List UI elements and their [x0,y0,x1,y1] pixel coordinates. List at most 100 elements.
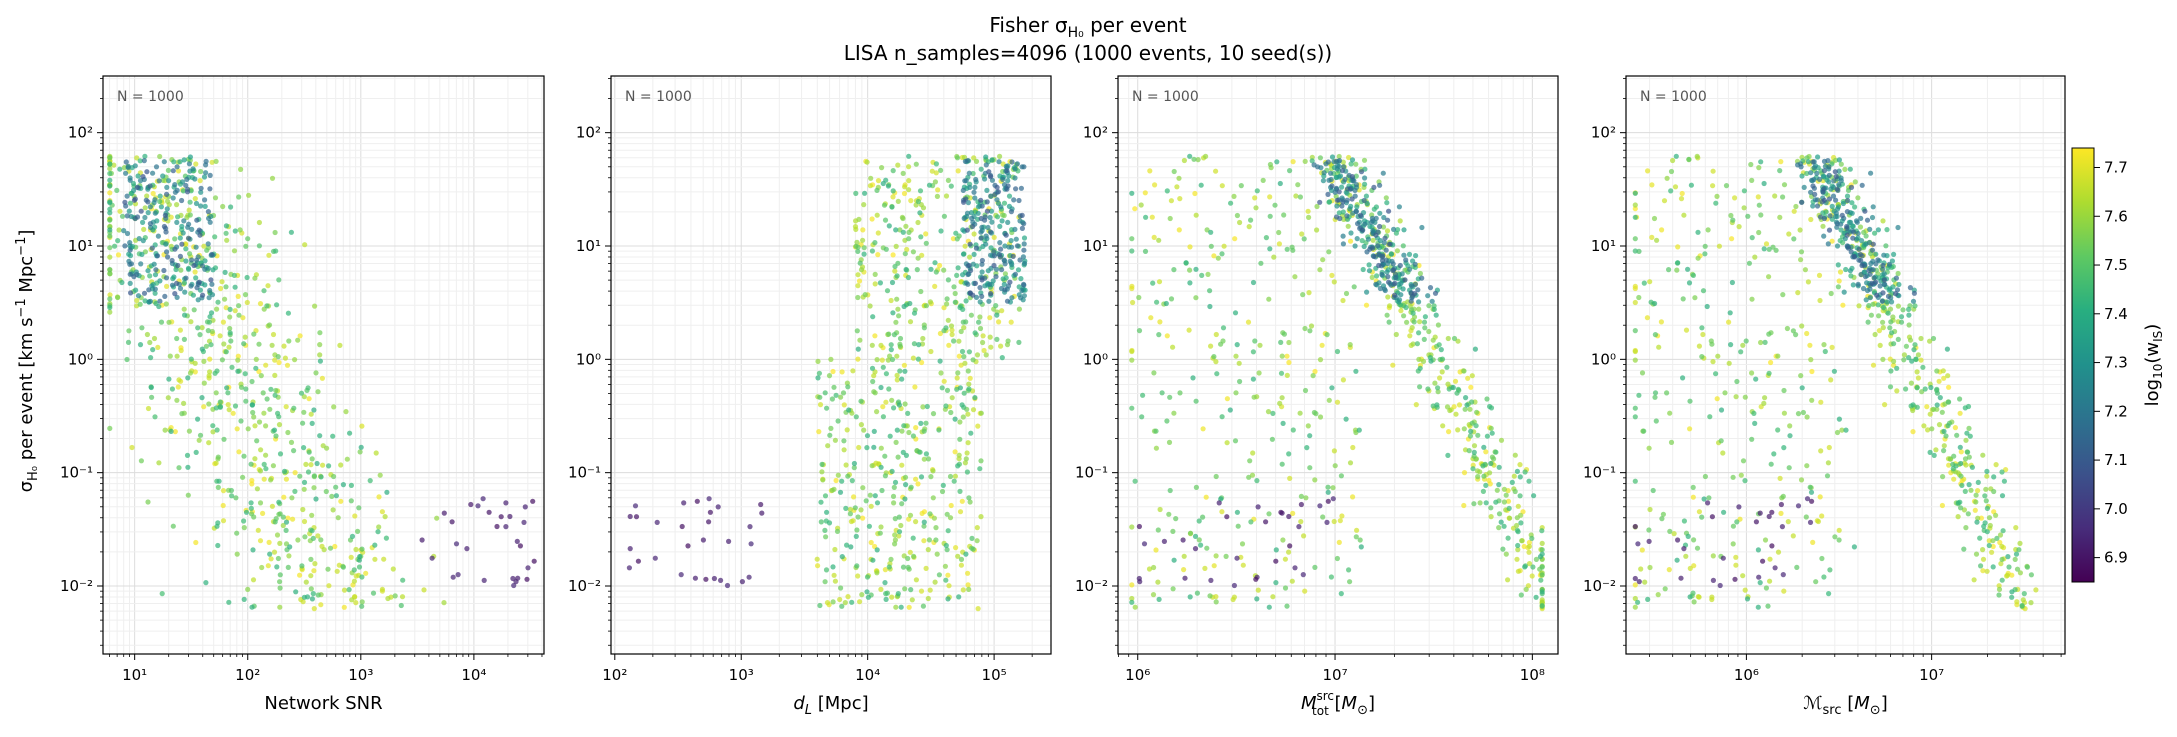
data-point [340,482,346,488]
data-point [962,360,968,366]
data-point [1661,198,1668,204]
data-point [945,177,952,183]
data-point [895,162,901,168]
data-point [1364,289,1370,295]
data-point [384,489,390,495]
data-point [1352,243,1358,249]
data-point [818,499,824,505]
data-point [1914,369,1920,375]
data-point [283,527,289,534]
data-point [1866,267,1872,274]
data-point [1538,577,1544,583]
data-point [1728,342,1734,348]
data-point [1384,312,1390,318]
data-point [896,402,903,408]
data-point [905,274,912,281]
data-point [1439,356,1446,362]
data-point [531,558,537,564]
data-point [1784,325,1790,332]
data-point [965,271,971,278]
data-point [266,252,272,258]
data-point [958,556,965,563]
data-point [815,563,821,569]
data-point [1880,319,1886,325]
data-point [997,223,1003,229]
data-point [965,158,971,164]
data-point [1231,582,1237,589]
data-point [1512,452,1518,458]
data-point [1401,252,1407,258]
data-point [999,355,1005,361]
data-point [1009,244,1015,250]
data-point [1461,502,1467,509]
data-point [889,397,895,403]
data-point [940,482,946,488]
data-point [107,206,113,212]
data-point [1156,596,1162,603]
data-point [1687,565,1693,572]
data-point [154,253,161,259]
y-tick-label: 10⁰ [68,350,93,368]
data-point [1361,243,1367,250]
data-point [306,396,312,402]
data-point [841,447,847,453]
data-point [1136,575,1142,582]
data-point [1421,336,1427,342]
data-point [1755,547,1761,553]
data-point [1826,196,1833,202]
data-point [385,595,391,602]
data-point [147,339,153,346]
data-point [468,501,474,508]
data-point [998,343,1004,349]
data-point [515,575,521,581]
data-point [983,233,989,239]
data-point [1844,232,1850,238]
data-point [229,493,235,499]
data-point [207,172,213,178]
data-point [1857,251,1863,258]
data-point [1903,386,1909,392]
data-point [215,542,221,549]
data-point [235,368,241,374]
data-point [1834,221,1840,227]
data-point [175,214,181,220]
data-point [1012,175,1018,181]
data-point [1965,511,1971,517]
data-point [1804,155,1810,161]
data-point [1903,343,1909,349]
data-point [1852,179,1858,185]
data-point [980,333,986,339]
data-point [1852,204,1858,210]
data-point [1822,348,1828,355]
x-tick-label: 10⁷ [1919,666,1944,684]
data-point [1912,342,1918,348]
data-point [878,586,884,593]
data-point [1679,190,1685,197]
data-point [886,386,892,392]
data-point [1314,203,1320,210]
data-point [906,229,912,235]
data-point [961,390,967,396]
data-point [363,570,369,576]
data-point [156,303,162,310]
data-point [1889,330,1895,336]
data-point [1699,514,1705,520]
data-point [2013,525,2019,531]
data-point [249,378,255,385]
data-point [1880,262,1886,269]
data-point [107,217,113,223]
data-point [199,325,205,331]
data-point [1821,574,1827,580]
data-point [1363,302,1370,308]
y-tick-label: 10² [68,124,93,142]
data-point [1870,267,1876,273]
data-point [963,298,969,304]
data-point [1837,238,1843,244]
data-point [1851,544,1857,550]
data-point [1146,566,1153,572]
data-point [1317,357,1324,363]
data-point [1303,495,1309,501]
data-point [382,514,388,520]
data-point [885,357,891,363]
